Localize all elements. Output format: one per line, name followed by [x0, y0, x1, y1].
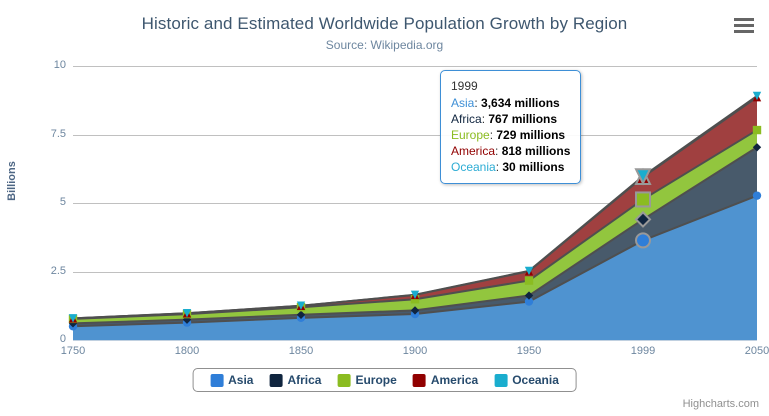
hamburger-bar: [734, 17, 754, 21]
hamburger-bar: [734, 29, 754, 33]
x-axis-tick-label: 1750: [60, 345, 86, 357]
tooltip-series-name: America: [451, 144, 496, 158]
data-point-oceania[interactable]: [182, 309, 192, 318]
x-axis-tick-label: 1900: [402, 345, 428, 357]
data-point-asia[interactable]: [635, 232, 651, 249]
hamburger-menu-icon[interactable]: [731, 14, 757, 36]
data-point-oceania[interactable]: [68, 314, 78, 323]
tooltip-series-name: Africa: [451, 112, 482, 126]
x-axis-line: [73, 340, 757, 341]
data-point-africa[interactable]: [182, 315, 192, 324]
tooltip-row: Asia: 3,634 millions: [451, 95, 570, 111]
y-axis-tick-label: 10: [53, 59, 66, 71]
hamburger-bar: [734, 23, 754, 27]
credits-link[interactable]: Highcharts.com: [682, 398, 759, 410]
tooltip-header: 1999: [451, 79, 478, 93]
x-axis-tick-label: 1950: [516, 345, 542, 357]
tooltip: 1999 Asia: 3,634 millions Africa: 767 mil…: [440, 70, 582, 184]
legend-label: Asia: [228, 373, 254, 387]
tooltip-separator: :: [495, 144, 502, 158]
data-point-asia[interactable]: [752, 191, 762, 200]
gridline: [73, 203, 757, 204]
tooltip-separator: :: [481, 112, 489, 126]
legend-item-america[interactable]: America: [405, 373, 486, 387]
data-point-europe[interactable]: [524, 276, 534, 285]
tooltip-row: Africa: 767 millions: [451, 111, 570, 127]
data-point-africa[interactable]: [752, 143, 762, 152]
y-axis-tick-label: 5: [59, 196, 66, 208]
series-plot: [68, 91, 762, 341]
legend-swatch-icon: [412, 373, 426, 387]
y-axis-tick-label: 7.5: [50, 127, 66, 140]
chart-title: Historic and Estimated Worldwide Populat…: [141, 14, 628, 33]
gridline: [73, 66, 757, 67]
data-point-oceania[interactable]: [410, 290, 420, 299]
data-point-africa[interactable]: [296, 310, 306, 319]
tooltip-rows: Asia: 3,634 millions Africa: 767 millions…: [451, 95, 570, 175]
legend-label: Europe: [355, 373, 397, 387]
data-point-europe[interactable]: [410, 295, 420, 304]
data-point-oceania[interactable]: [752, 91, 762, 101]
data-point-oceania[interactable]: [296, 301, 306, 310]
tooltip-row: Oceania: 30 millions: [451, 159, 570, 175]
tooltip-series-value: 30 millions: [502, 160, 565, 174]
y-axis-tick-label: 0: [59, 333, 66, 345]
gridline: [73, 271, 757, 273]
legend-label: Oceania: [512, 373, 559, 387]
tooltip-series-value: 3,634 millions: [481, 96, 560, 110]
data-point-europe[interactable]: [752, 125, 762, 135]
legend-item-asia[interactable]: Asia: [202, 373, 261, 387]
tooltip-separator: :: [489, 128, 497, 142]
data-point-africa[interactable]: [634, 210, 652, 228]
x-axis-tick-label: 1850: [288, 345, 314, 357]
y-axis-tick-label: 2.5: [50, 264, 66, 277]
legend-swatch-icon: [494, 373, 508, 387]
legend-label: Africa: [287, 373, 322, 387]
data-point-oceania[interactable]: [524, 266, 534, 276]
tooltip-row: Europe: 729 millions: [451, 127, 570, 143]
tooltip-series-value: 818 millions: [501, 144, 571, 158]
area-series-asia: [73, 195, 757, 340]
data-point-asia[interactable]: [524, 297, 534, 306]
legend-item-oceania[interactable]: Oceania: [486, 373, 567, 387]
tooltip-series-name: Oceania: [451, 160, 496, 174]
legend: Asia Africa Europe America Oceania: [192, 368, 577, 392]
data-point-oceania[interactable]: [634, 168, 652, 186]
data-point-africa[interactable]: [524, 291, 534, 300]
tooltip-series-name: Europe: [451, 128, 490, 142]
tooltip-series-name: Asia: [451, 96, 475, 110]
tooltip-series-value: 729 millions: [496, 128, 566, 142]
tooltip-separator: :: [495, 160, 503, 174]
x-axis-tick-label: 1999: [630, 345, 656, 357]
x-axis-tick-label: 2050: [744, 345, 769, 357]
legend-item-africa[interactable]: Africa: [261, 373, 329, 387]
legend-swatch-icon: [337, 373, 351, 387]
tooltip-row: America: 818 millions: [451, 143, 570, 159]
gridline: [73, 134, 757, 136]
chart-subtitle: Source: Wikipedia.org: [325, 38, 444, 52]
x-axis: 1750 1800 1850 1900 1950 1999 2050: [0, 345, 769, 365]
y-axis: Billions 10 7.5 5 2.5 0: [0, 0, 66, 416]
data-point-africa[interactable]: [410, 306, 420, 315]
plot-area: [68, 66, 762, 341]
tooltip-separator: :: [474, 96, 482, 110]
data-point-europe[interactable]: [635, 191, 651, 208]
x-axis-tick-label: 1800: [174, 345, 200, 357]
legend-label: America: [430, 373, 479, 387]
legend-item-europe[interactable]: Europe: [329, 373, 404, 387]
legend-swatch-icon: [210, 373, 224, 387]
legend-swatch-icon: [269, 373, 283, 387]
tooltip-series-value: 767 millions: [488, 112, 558, 126]
